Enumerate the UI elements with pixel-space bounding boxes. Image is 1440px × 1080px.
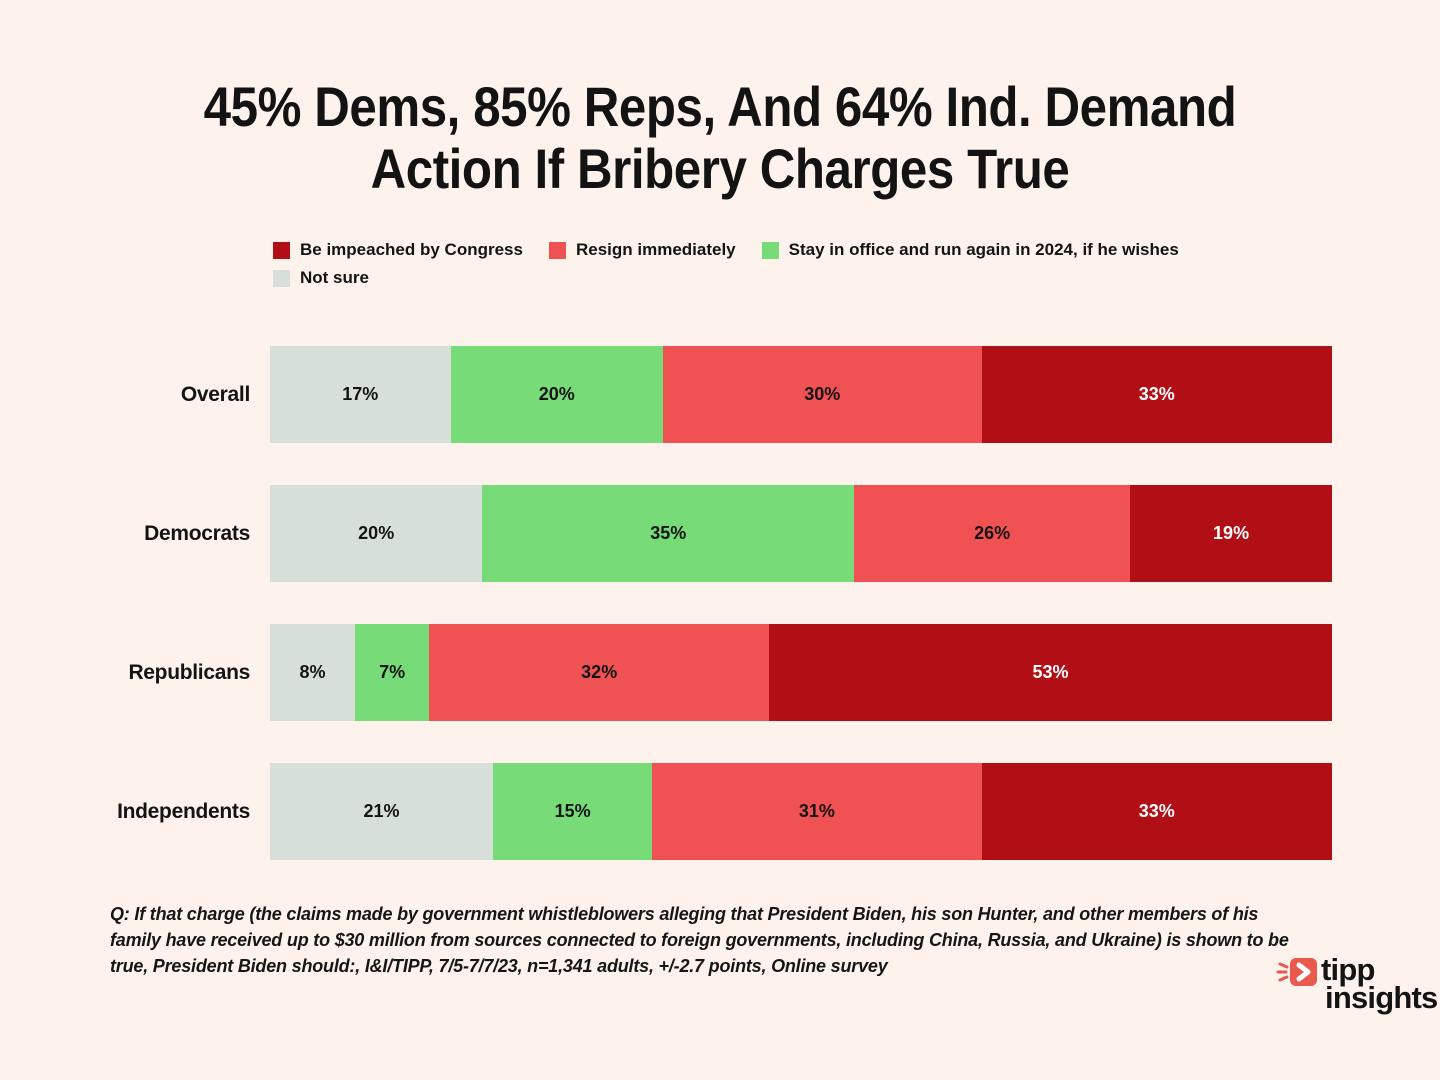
bar-segment: 33% (981, 763, 1332, 860)
legend-item: Not sure (273, 268, 369, 288)
legend-swatch (273, 241, 290, 259)
bar-segment: 35% (482, 485, 855, 582)
bar-segment: 31% (652, 763, 982, 860)
category-label: Overall (180, 382, 250, 406)
bar-segment: 19% (1130, 485, 1332, 582)
bar-segment: 8% (270, 624, 355, 721)
bar-segment: 7% (354, 624, 430, 721)
chart-title-line-2: Action If Bribery Charges True (370, 137, 1070, 200)
legend-item: Resign immediately (548, 240, 736, 260)
stacked-bar-chart: Overall 17% 20% 30% 33% Democrats 20% 35% 26% 19%… (0, 346, 1440, 902)
bar-row: Republicans 8% 7% 32% 53% (0, 624, 1440, 721)
logo-word-insights: insights (1325, 980, 1438, 1015)
category-label: Independents (117, 799, 250, 823)
legend-swatch (273, 269, 290, 287)
stacked-bar: 21% 15% 31% 33% (270, 763, 1332, 860)
bar-rows: Overall 17% 20% 30% 33% Democrats 20% 35% 26% 19%… (0, 346, 1440, 860)
legend-label: Resign immediately (575, 240, 736, 259)
bar-row: Democrats 20% 35% 26% 19% (0, 485, 1440, 582)
legend-label: Be impeached by Congress (300, 240, 523, 259)
bar-segment: 20% (270, 485, 483, 582)
bar-segment: 53% (769, 624, 1332, 721)
chart-title-line-1: 45% Dems, 85% Reps, And 64% Ind. Demand (203, 75, 1237, 138)
bar-segment: 32% (429, 624, 770, 721)
tipp-logo-icon (1276, 956, 1318, 1001)
legend-item: Be impeached by Congress (273, 240, 523, 260)
tipp-insights-logo: tipp insights (1276, 954, 1438, 1015)
legend-swatch (761, 241, 779, 259)
stacked-bar: 20% 35% 26% 19% (270, 485, 1332, 582)
bar-row: Overall 17% 20% 30% 33% (0, 346, 1440, 443)
legend-label: Stay in office and run again in 2024, if… (788, 240, 1179, 259)
bar-segment: 20% (450, 346, 663, 443)
bar-segment: 17% (270, 346, 451, 443)
bar-segment: 30% (662, 346, 982, 443)
bar-segment: 33% (981, 346, 1332, 443)
stacked-bar: 17% 20% 30% 33% (270, 346, 1332, 443)
legend-label: Not sure (300, 268, 369, 287)
bar-segment: 15% (493, 763, 653, 860)
category-label: Republicans (128, 660, 250, 684)
legend-item: Stay in office and run again in 2024, if… (761, 240, 1179, 260)
survey-footnote: Q: If that charge (the claims made by go… (110, 904, 1289, 976)
legend-swatch (548, 241, 566, 259)
category-label: Democrats (144, 521, 250, 545)
bar-segment: 26% (854, 485, 1131, 582)
logo-wordmark: tipp insights (1321, 954, 1438, 1015)
bar-row: Independents 21% 15% 31% 33% (0, 763, 1440, 860)
legend: Be impeached by Congress Resign immediate… (273, 240, 1278, 288)
chart-title: 45% Dems, 85% Reps, And 64% Ind. Demand … (0, 76, 1440, 200)
stacked-bar: 8% 7% 32% 53% (270, 624, 1332, 721)
logo-word-tipp: tipp (1321, 952, 1375, 987)
bar-segment: 21% (270, 763, 494, 860)
